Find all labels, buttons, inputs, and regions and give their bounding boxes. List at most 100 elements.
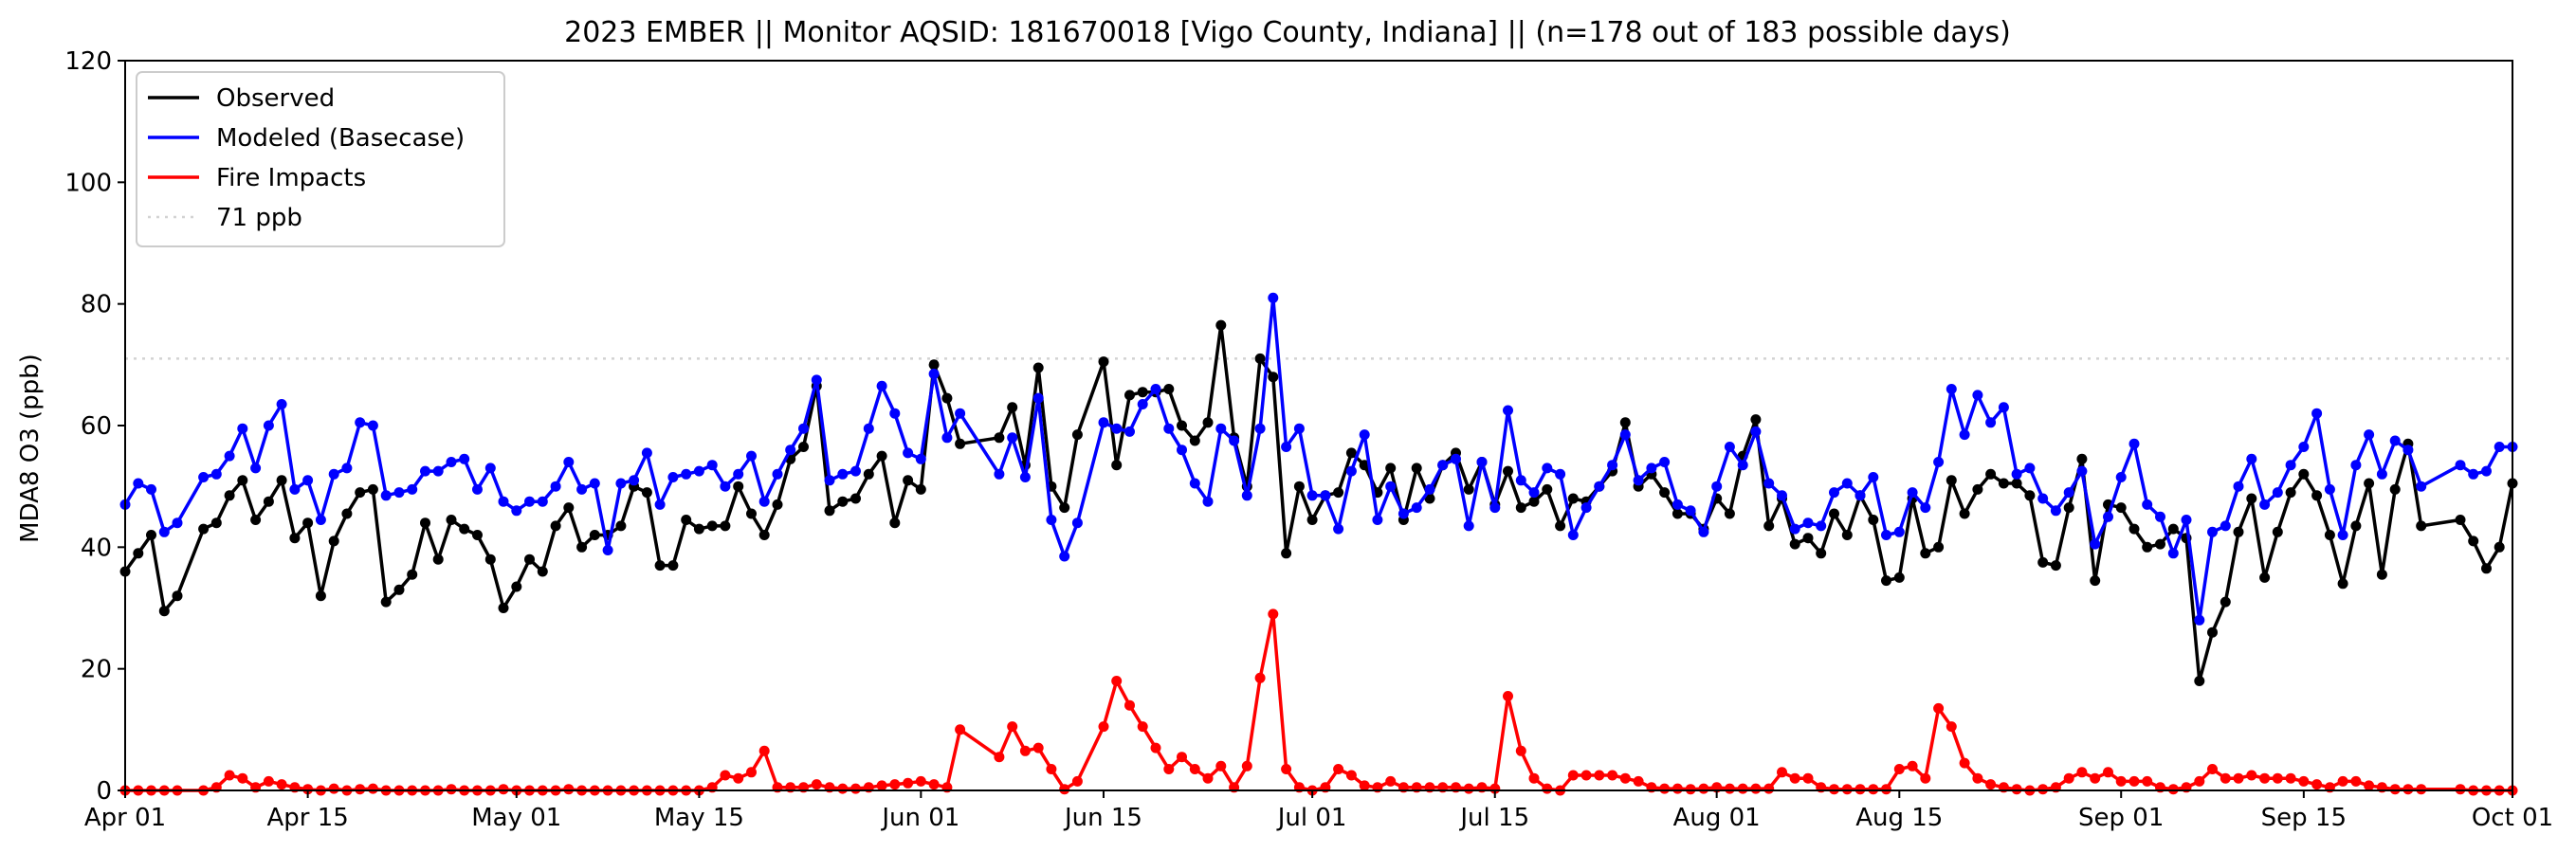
data-point xyxy=(915,775,926,787)
data-point xyxy=(2259,572,2271,583)
data-point xyxy=(1268,608,1279,620)
data-point xyxy=(1946,475,1957,486)
data-point xyxy=(915,453,926,464)
data-point xyxy=(1071,775,1083,787)
data-point xyxy=(928,369,940,379)
data-point xyxy=(576,483,588,495)
data-point xyxy=(2011,478,2022,489)
data-point xyxy=(1411,502,1422,514)
data-point xyxy=(172,590,183,602)
chart-title: 2023 EMBER || Monitor AQSID: 181670018 [… xyxy=(564,16,2011,49)
data-point xyxy=(772,499,783,510)
data-point xyxy=(1254,423,1266,434)
data-point xyxy=(1659,487,1671,499)
data-point xyxy=(1463,483,1474,495)
data-point xyxy=(524,554,535,565)
data-point xyxy=(1659,783,1671,794)
data-point xyxy=(484,554,496,565)
data-point xyxy=(1229,435,1240,446)
data-point xyxy=(1503,465,1513,477)
data-point xyxy=(1724,508,1735,519)
data-point xyxy=(928,359,940,371)
data-point xyxy=(758,530,770,540)
data-point xyxy=(1515,475,1526,486)
data-point xyxy=(1202,417,1214,428)
legend-box xyxy=(136,71,505,247)
y-tick-label: 20 xyxy=(81,656,112,684)
data-point xyxy=(876,780,887,791)
data-point xyxy=(2337,775,2348,787)
data-point xyxy=(1841,478,1853,489)
data-point xyxy=(1567,530,1579,540)
legend-label: 71 ppb xyxy=(216,204,302,232)
data-point xyxy=(367,420,378,431)
data-point xyxy=(289,533,301,544)
data-point xyxy=(667,560,679,572)
legend: Observed Modeled (Basecase) Fire Impacts 71… xyxy=(136,71,505,247)
data-point xyxy=(2155,511,2165,522)
data-point xyxy=(850,783,861,794)
data-point xyxy=(2416,520,2427,532)
data-point xyxy=(341,463,353,474)
data-point xyxy=(1150,384,1161,394)
data-point xyxy=(2272,526,2283,537)
data-point xyxy=(876,450,887,462)
data-point xyxy=(1163,423,1175,434)
series-line xyxy=(123,323,2514,683)
data-point xyxy=(955,724,966,735)
data-point xyxy=(2103,511,2113,522)
data-point xyxy=(1854,784,1866,795)
data-point xyxy=(2298,468,2310,480)
data-point xyxy=(172,517,183,529)
data-point xyxy=(1998,478,2009,489)
data-point xyxy=(915,483,926,495)
data-point xyxy=(146,530,156,540)
data-point xyxy=(1071,429,1083,441)
data-point xyxy=(1359,429,1370,441)
data-point xyxy=(2011,784,2022,795)
data-point xyxy=(302,517,314,529)
data-point xyxy=(1189,435,1200,446)
data-point xyxy=(1802,772,1814,784)
data-point xyxy=(2285,487,2296,499)
data-point xyxy=(1542,463,1553,474)
data-point xyxy=(432,465,444,477)
data-point xyxy=(446,515,457,525)
data-point xyxy=(1567,493,1579,504)
data-point xyxy=(2155,538,2165,550)
data-point xyxy=(693,465,704,477)
data-point xyxy=(1633,775,1644,787)
data-point xyxy=(1724,442,1735,452)
data-point xyxy=(1659,457,1671,467)
data-point xyxy=(1411,463,1422,474)
data-point xyxy=(459,453,470,464)
data-point xyxy=(1476,457,1488,467)
data-point xyxy=(1763,478,1775,489)
data-point xyxy=(1124,699,1135,711)
data-point xyxy=(315,515,326,525)
data-point xyxy=(2402,784,2414,795)
data-point xyxy=(1111,423,1123,434)
data-point xyxy=(1868,472,1879,482)
data-point xyxy=(941,392,953,404)
data-point xyxy=(903,447,914,459)
series-line xyxy=(125,612,2512,792)
data-point xyxy=(341,508,353,519)
data-point xyxy=(2389,784,2401,795)
data-point xyxy=(1972,390,1983,401)
data-point xyxy=(1306,490,1318,501)
data-point xyxy=(1580,502,1592,514)
data-point xyxy=(2259,772,2271,784)
data-point xyxy=(1580,770,1592,781)
data-point xyxy=(1071,517,1083,529)
data-point xyxy=(1528,772,1540,784)
data-point xyxy=(2076,465,2088,477)
data-point xyxy=(1489,502,1501,514)
data-point xyxy=(1398,508,1409,519)
data-point xyxy=(2194,775,2205,787)
data-point xyxy=(367,783,378,794)
data-point xyxy=(1893,526,1905,537)
data-point xyxy=(1137,721,1148,733)
data-point xyxy=(798,442,809,452)
